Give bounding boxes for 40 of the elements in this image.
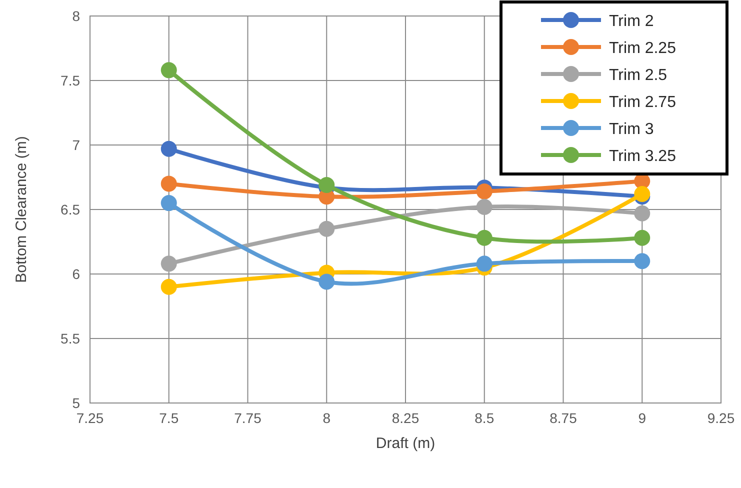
legend-label: Trim 3 [609, 121, 654, 138]
point [634, 205, 650, 222]
legend-label: Trim 3.25 [609, 148, 676, 165]
point [634, 253, 650, 270]
x-tick-label: 9 [638, 410, 646, 426]
point [160, 140, 177, 157]
x-tick-label: 8.25 [392, 410, 420, 426]
point [318, 274, 335, 290]
y-tick-label: 5.5 [60, 330, 80, 346]
y-tick-label: 6 [72, 266, 80, 282]
x-tick-label: 8 [322, 410, 331, 426]
point [160, 278, 177, 295]
point [160, 62, 177, 78]
point [160, 256, 177, 272]
legend-label: Trim 2.75 [609, 94, 676, 111]
x-tick-label: 7.75 [234, 410, 262, 426]
x-tick-label: 8.5 [474, 410, 494, 426]
point [476, 256, 492, 272]
point [476, 230, 492, 246]
x-tick-label: 9.25 [707, 410, 735, 426]
y-axis-title: Bottom Clearance (m) [13, 136, 30, 283]
x-tick-label: 7.5 [159, 410, 179, 426]
y-tick-label: 5 [72, 395, 80, 411]
point [160, 176, 177, 192]
x-axis-title: Draft (m) [376, 435, 436, 452]
y-tick-label: 7.5 [60, 72, 80, 88]
point [318, 176, 335, 193]
y-tick-label: 8 [72, 8, 80, 24]
legend-label: Trim 2.25 [609, 40, 676, 57]
y-tick-label: 6.5 [60, 202, 80, 218]
x-tick-label: 7.25 [76, 410, 104, 426]
point [634, 230, 650, 246]
point [476, 198, 492, 215]
y-tick-label: 7 [72, 137, 80, 153]
legend-label: Trim 2.5 [609, 67, 668, 84]
point [160, 195, 177, 212]
legend-label: Trim 2 [609, 13, 654, 30]
x-tick-label: 8.75 [550, 410, 578, 426]
point [318, 220, 335, 237]
point [476, 183, 492, 200]
